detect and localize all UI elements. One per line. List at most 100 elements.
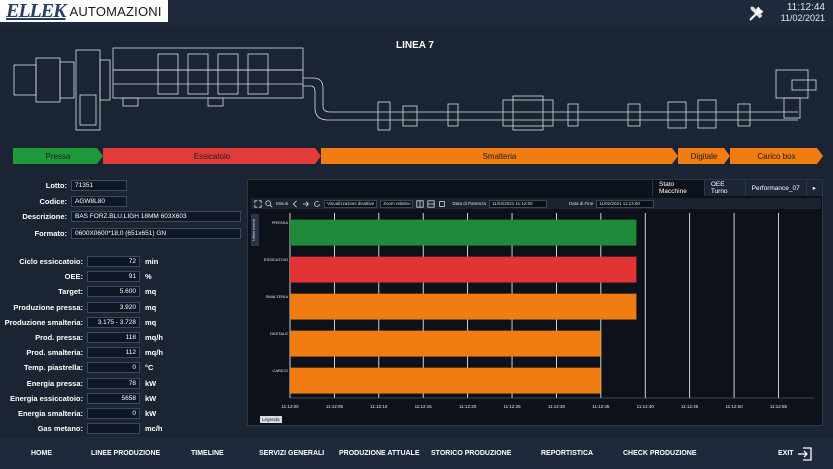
metric-unit: mc/h xyxy=(145,424,163,434)
process-segment-label: Digitale xyxy=(690,151,718,161)
nav-linee-produzione[interactable]: LINEE PRODUZIONE xyxy=(91,450,161,457)
process-segment-digitale[interactable]: Digitale xyxy=(678,148,730,164)
metric-unit: min xyxy=(145,257,159,266)
status-bar-essicatoio[interactable] xyxy=(290,256,637,283)
x-tick-label: 11:12:05 xyxy=(326,404,344,409)
metric-unit: mq xyxy=(145,302,157,312)
nav-home[interactable]: HOME xyxy=(31,450,52,457)
metric-unit: % xyxy=(145,272,152,282)
nav-reportistica[interactable]: REPORTISTICA xyxy=(541,450,594,457)
metric-value: 91 xyxy=(87,271,140,283)
metric-label: Gas metano: xyxy=(37,424,83,434)
metric-value: 5.600 xyxy=(87,286,140,298)
metric-unit: kW xyxy=(145,409,157,418)
metric-row: Produzione pressa: 3.920 mq xyxy=(0,301,157,313)
export-icon[interactable] xyxy=(438,200,446,208)
status-bar-carico[interactable] xyxy=(290,367,601,394)
status-bar-digitale[interactable] xyxy=(290,330,601,357)
lotto-field: 71351 xyxy=(71,180,127,191)
process-segment-label: Smalteria xyxy=(482,151,517,161)
metric-row: Energia pressa: 78 kW xyxy=(0,377,157,389)
nav-check-produzione[interactable]: CHECK PRODUZIONE xyxy=(623,450,697,457)
metric-unit: kW xyxy=(145,378,157,388)
nav-timeline[interactable]: TIMELINE xyxy=(191,450,224,457)
metric-row: Produzione smalteria: 3.175 - 3.728 mq xyxy=(0,316,157,328)
status-bar-smalteria[interactable] xyxy=(290,293,637,320)
metric-label: Target: xyxy=(58,287,83,297)
fit-screen-icon[interactable] xyxy=(254,199,262,208)
visualizzazioni-toggle[interactable]: Visualizzazioni disattive xyxy=(324,199,378,208)
metric-value: 3.920 xyxy=(87,301,140,313)
process-segment-essicatoio[interactable]: Essicatoio xyxy=(103,148,321,164)
tab-oee-turno[interactable]: OEE Turno xyxy=(703,180,745,196)
arrow-right-icon[interactable] xyxy=(302,200,310,208)
company-logo: ELLEK AUTOMAZIONI xyxy=(0,0,168,22)
zoom-relativo-toggle[interactable]: Zoom relativo xyxy=(380,199,414,208)
page-title: LINEA 7 xyxy=(396,40,434,51)
metric-label: Prod. pressa: xyxy=(35,333,83,342)
tab-scroll-right-icon[interactable]: ▸ xyxy=(805,180,822,196)
grid-icon[interactable] xyxy=(416,199,425,208)
x-tick-label: 11:12:10 xyxy=(370,404,388,409)
metric-value: 112 xyxy=(87,347,140,359)
exit-icon[interactable] xyxy=(797,447,813,461)
machine-status-panel: Stato Macchine OEE Turno Performance_07 … xyxy=(247,179,823,426)
data-partenza-label: Data di Partenza xyxy=(452,201,487,206)
footer-nav: HOME LINEE PRODUZIONE TIMELINE SERVIZI G… xyxy=(0,437,833,469)
arrow-left-icon[interactable] xyxy=(291,200,299,208)
x-tick-label: 11:12:55 xyxy=(770,404,788,409)
row-label: DIGITALE xyxy=(270,331,288,336)
metric-row: Ciclo essiccatoio: 72 min xyxy=(0,256,158,267)
process-segment-label: Essicatoio xyxy=(193,151,231,161)
data-partenza-input[interactable]: 11/02/2021 11:12:00 xyxy=(489,199,548,208)
metric-row: OEE: 91% xyxy=(0,271,152,283)
tools-icon[interactable] xyxy=(748,4,766,22)
process-segment-carico-box[interactable]: Carico box xyxy=(730,148,823,164)
process-segment-pressa[interactable]: Pressa xyxy=(13,148,103,164)
codice-row: Codice: AGW8L80 xyxy=(0,196,127,207)
x-tick-label: 11:12:20 xyxy=(459,404,477,409)
nav-servizi-generali[interactable]: SERVIZI GENERALI xyxy=(259,450,325,457)
process-segment-smalteria[interactable]: Smalteria xyxy=(321,148,678,164)
tab-performance[interactable]: Performance_07 xyxy=(744,180,806,196)
logo-main-text: ELLEK xyxy=(6,0,66,22)
nav-storico-produzione[interactable]: STORICO PRODUZIONE xyxy=(431,450,512,457)
data-fine-input[interactable]: 11/02/2021 11:13:00 xyxy=(596,199,655,208)
metric-label: Temp. piastrella: xyxy=(23,363,83,373)
process-segment-label: Pressa xyxy=(45,151,71,161)
zoom-in-icon[interactable] xyxy=(265,199,273,208)
grid-alt-icon[interactable] xyxy=(427,199,436,208)
nav-exit[interactable]: EXIT xyxy=(778,450,794,457)
metric-label: Energia smalteria: xyxy=(17,409,83,418)
process-status-bar: Pressa Essicatoio Smalteria Digitale Car… xyxy=(13,148,823,164)
descrizione-field: BAS FORZ.BLU.LIGH 18MM 603X603 xyxy=(71,211,241,222)
x-tick-label: 11:12:30 xyxy=(548,404,566,409)
process-segment-label: Carico box xyxy=(757,151,796,161)
refresh-icon[interactable] xyxy=(313,200,321,208)
metric-row: Target: 5.600 mq xyxy=(0,286,156,298)
metric-value: 3.175 - 3.728 xyxy=(87,316,140,328)
x-tick-label: 11:12:25 xyxy=(503,404,521,409)
x-tick-label: 11:12:50 xyxy=(725,404,743,409)
x-tick-label: 11:12:15 xyxy=(415,404,433,409)
minuti-selector[interactable]: Minuti xyxy=(276,201,289,206)
metric-unit: mq xyxy=(145,317,157,327)
panel-tabs: Stato Macchine OEE Turno Performance_07 … xyxy=(652,180,822,196)
x-tick-label: 11:12:35 xyxy=(592,404,610,409)
status-bar-pressa[interactable] xyxy=(290,219,637,246)
formato-row: Formato: 0600X0600*18,0 (651x651) GN xyxy=(0,228,241,239)
metric-label: OEE: xyxy=(64,272,83,282)
lotto-label: Lotto: xyxy=(45,181,67,190)
metric-unit: °C xyxy=(145,363,154,373)
formato-field: 0600X0600*18,0 (651x651) GN xyxy=(71,228,241,239)
machine-status-gantt: 11:12:00 11:12:05 11:12:10 11:12:15 11:12:20… xyxy=(264,213,814,409)
metric-row: Energia smalteria: 0 kW xyxy=(0,408,156,419)
tab-stato-macchine[interactable]: Stato Macchine xyxy=(652,180,704,196)
codice-label: Codice: xyxy=(39,197,67,206)
clock-time: 11:12:44 xyxy=(786,2,825,13)
row-label: ESSICATOIO xyxy=(264,257,288,262)
top-bar: ELLEK AUTOMAZIONI 11:12:44 11/02/2021 xyxy=(0,0,833,26)
legend-button[interactable]: Legenda xyxy=(260,416,282,423)
metric-value: 72 xyxy=(87,256,140,267)
nav-produzione-attuale[interactable]: PRODUZIONE ATTUALE xyxy=(339,450,420,457)
